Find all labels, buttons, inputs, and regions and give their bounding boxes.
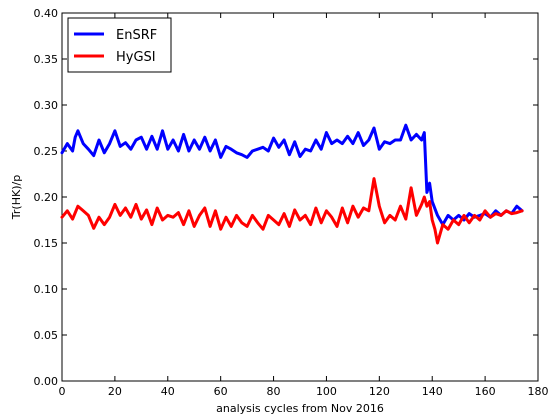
x-tick-label: 60 [214,385,228,398]
x-tick-label: 120 [369,385,390,398]
y-axis-label: Tr(HK)/p [10,175,23,220]
x-tick-label: 140 [422,385,443,398]
x-tick-label: 20 [108,385,122,398]
x-axis-label: analysis cycles from Nov 2016 [216,402,384,414]
axis-ticks: 0 20 40 60 80 100 120 140 160 180 0.00 0.05 0.10 0.15… [34,7,549,398]
x-tick-label: 180 [528,385,549,398]
y-tick-label: 0.30 [34,99,59,112]
x-tick-label: 40 [161,385,175,398]
plot-frame [61,12,539,382]
series-lines [60,123,524,245]
legend-label-ensrf: EnSRF [116,28,157,43]
x-tick-label: 160 [475,385,496,398]
y-tick-label: 0.35 [34,53,59,66]
y-tick-label: 0.15 [34,237,59,250]
legend-box [67,17,172,73]
legend-label-hygsi: HyGSI [116,50,156,65]
x-tick-label: 0 [59,385,66,398]
legend: EnSRF HyGSI [67,17,172,73]
y-tick-label: 0.00 [34,375,59,388]
y-tick-label: 0.20 [34,191,59,204]
y-tick-label: 0.05 [34,329,59,342]
x-tick-label: 100 [316,385,337,398]
y-tick-label: 0.10 [34,283,59,296]
x-tick-label: 80 [267,385,281,398]
y-tick-label: 0.40 [34,7,59,20]
y-tick-label: 0.25 [34,145,59,158]
series-line-hygsi [60,177,524,245]
